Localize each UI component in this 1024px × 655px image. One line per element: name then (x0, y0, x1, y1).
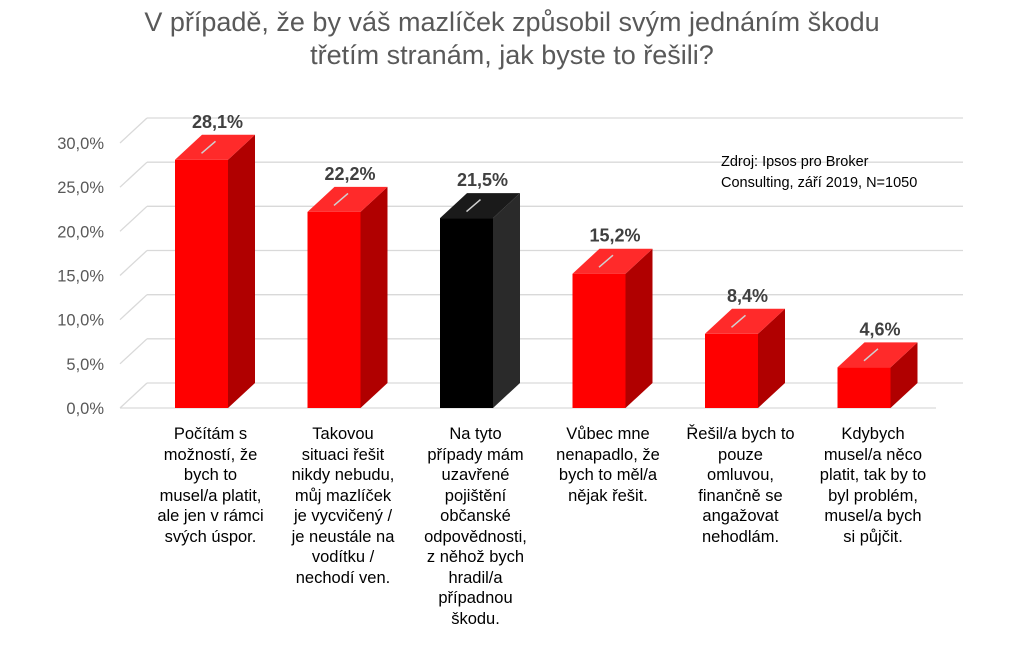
category-label-line: byl problém, (828, 486, 918, 505)
category-label-line: můj mazlíček (294, 486, 392, 505)
gridline-depth (119, 250, 148, 276)
bar-side (228, 134, 255, 409)
category-label-line: případy mám (427, 445, 524, 464)
data-label-leader (333, 192, 349, 206)
gridline-depth (119, 117, 148, 144)
category-label-line: situaci řešit (301, 445, 385, 464)
gridline-depth (119, 294, 148, 321)
category-label-line: musel/a bych (824, 507, 922, 525)
category-label-line: z něhož bych (426, 548, 525, 566)
bar-side (890, 342, 918, 408)
data-label-leader (466, 199, 481, 213)
y-tick-label: 20,0% (57, 223, 104, 241)
category-label-line: pojištění (444, 486, 507, 505)
category-label-line: bych to (183, 466, 238, 484)
bar-side (493, 193, 520, 408)
bar-top (440, 193, 520, 219)
category-label: Řešil/a bych to pouze omluvou, finančně se a… (676, 424, 806, 547)
chart-title-line: V případě, že by váš mazlíček způsobil s… (144, 7, 880, 37)
data-label-leader (201, 140, 216, 154)
data-label-leader (863, 348, 879, 362)
bar-top (307, 186, 388, 212)
category-label: Na tyto případy mám uzavřené pojištění občan… (411, 424, 541, 629)
category-label-line: si půjčit. (843, 527, 903, 546)
category-label: Vůbec mne nenapadlo, že bych to měl/a nějak… (543, 424, 673, 506)
gridline-depth (119, 205, 148, 232)
category-label-line: musel/a platit, (159, 486, 262, 505)
category-label-line: svých úspor. (164, 527, 257, 546)
bar-side (360, 186, 388, 408)
bar (837, 367, 891, 408)
chart-title: V případě, že by váš mazlíček způsobil s… (0, 6, 1024, 72)
category-label-line: odpovědnosti, (424, 527, 527, 546)
category-label-line: ale jen v rámci (157, 507, 264, 525)
category-label-line: Počítám s (173, 425, 248, 443)
source-note: Zdroj: Ipsos pro Broker Consulting, září … (721, 152, 917, 194)
category-label-line: finančně se (698, 486, 783, 505)
category-label: Kdybych musel/a něco platit, tak by to byl … (808, 424, 938, 547)
data-label-leader (598, 254, 614, 268)
category-label-line: angažovat (702, 507, 779, 525)
category-label-line: bych to měl/a (558, 466, 658, 484)
category-label: Takovou situaci řešit nikdy nebudu, můj maz… (278, 424, 408, 588)
source-note-line: Zdroj: Ipsos pro Broker (721, 154, 869, 170)
bar (705, 333, 758, 408)
category-label-line: Takovou (312, 425, 374, 443)
bar (175, 159, 228, 408)
source-note-line: Consulting, září 2019, N=1050 (721, 175, 918, 191)
category-label-line: je neustále na (291, 527, 395, 546)
category-label-line: vodítku / (311, 548, 375, 566)
category-label-line: hradil/a (448, 568, 503, 587)
gridline-depth (119, 338, 148, 365)
bar-top (572, 248, 653, 274)
chart-title-line: třetím stranám, jak byste to řešili? (310, 40, 714, 70)
category-label-line: nikdy nebudu, (291, 466, 395, 484)
bar-top (175, 134, 255, 160)
category-label-line: Řešil/a bych to (686, 425, 795, 443)
data-label: 8,4% (727, 286, 768, 306)
bar-side (625, 248, 653, 408)
y-tick-label: 5,0% (66, 356, 104, 374)
category-label-line: platit, tak by to (819, 466, 927, 484)
category-label-line: možností, že (163, 445, 258, 464)
category-label-line: Vůbec mne (566, 425, 650, 443)
bar-side (758, 308, 785, 408)
category-label-line: musel/a něco (823, 445, 923, 464)
bar (572, 273, 626, 408)
data-label: 15,2% (589, 226, 640, 246)
data-label: 4,6% (859, 319, 900, 339)
category-label: Počítám s možností, že bych to musel/a plat… (146, 424, 276, 547)
category-label-line: omluvou, (707, 466, 774, 484)
category-label-line: uzavřené (441, 466, 510, 484)
category-label-line: občanské (440, 507, 511, 525)
data-label: 21,5% (457, 170, 508, 190)
y-tick-label: 15,0% (57, 268, 104, 286)
y-tick-label: 30,0% (57, 135, 104, 153)
category-label-line: Kdybych (841, 425, 905, 443)
category-label-line: nenapadlo, že (556, 445, 660, 464)
bar-top (705, 308, 785, 334)
bar (440, 218, 493, 408)
category-label-line: nějak řešit. (568, 486, 648, 505)
data-label: 22,2% (324, 164, 375, 184)
data-label-leader (731, 314, 746, 328)
category-label-line: nechodí ven. (295, 568, 391, 587)
category-label-line: škodu. (451, 609, 500, 628)
bar-top (837, 342, 918, 368)
y-tick-label: 0,0% (66, 400, 104, 418)
y-tick-label: 10,0% (57, 312, 104, 330)
gridline-depth (119, 382, 148, 409)
category-label-line: pouze (718, 445, 763, 464)
category-label-line: je vycvičený / (293, 507, 393, 525)
category-label-line: případnou (438, 589, 513, 607)
category-label-line: Na tyto (449, 425, 502, 443)
category-label-line: nehodlám. (701, 527, 780, 546)
data-label: 28,1% (192, 112, 243, 132)
gridline-depth (119, 161, 148, 188)
y-tick-label: 25,0% (57, 179, 104, 197)
bar (307, 211, 361, 408)
